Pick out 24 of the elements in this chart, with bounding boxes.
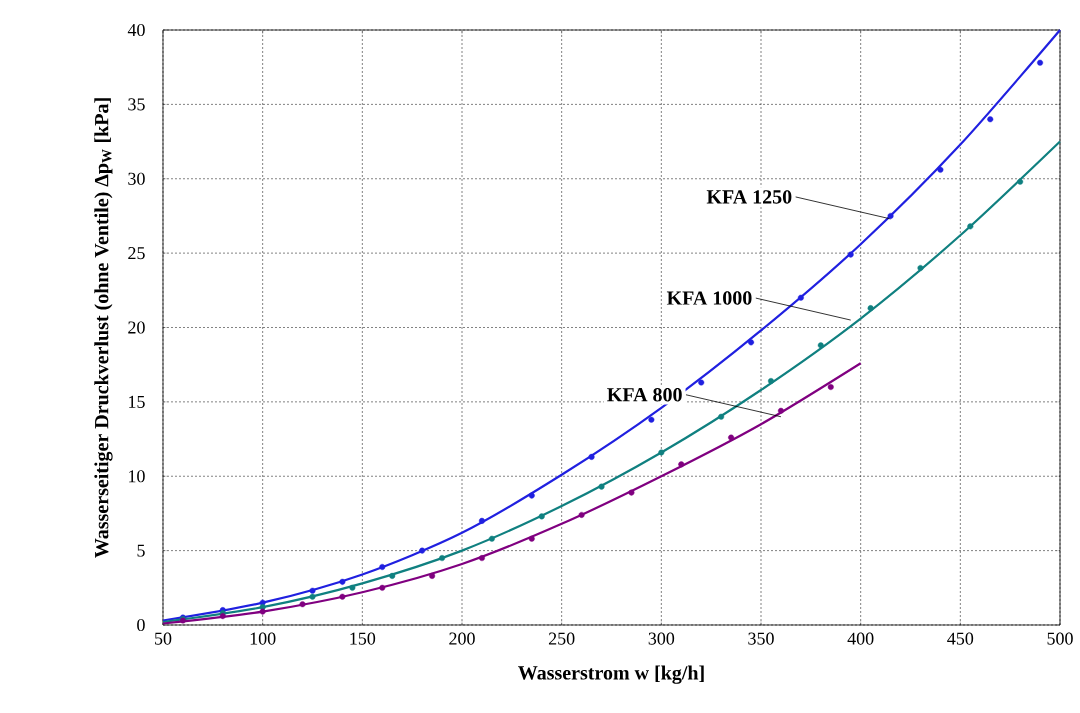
annotation: KFA 1000 [666,291,752,305]
x-tick-label: 50 [155,632,172,645]
x-tick-label: 250 [548,632,575,645]
annotation: KFA 800 [607,388,682,402]
x-tick-label: 150 [350,632,376,645]
x-tick-label: 500 [1047,632,1073,645]
y-tick-label: 30 [128,172,145,185]
y-tick-label: 15 [129,395,145,408]
x-tick-label: 450 [947,632,974,645]
x-tick-label: 100 [250,632,276,645]
x-tick-label: 400 [847,632,874,645]
y-tick-label: 0 [137,618,145,632]
y-tick-label: 25 [128,247,145,260]
y-axis-title: Wasserseitiger Druckverlust (ohne Ventile) Δp$_{W}$ [kPa] [94,98,113,558]
x-tick-label: 200 [449,632,475,645]
y-tick-label: 35 [128,98,145,111]
annotation: KFA 1250 [706,190,792,204]
x-axis-title: Wasserstrom w [kg/h] [518,665,704,684]
y-tick-label: 10 [129,470,145,483]
y-tick-label: 20 [128,321,145,334]
x-tick-label: 300 [648,632,675,645]
y-tick-label: 5 [137,544,145,557]
y-tick-label: 40 [127,23,145,37]
x-tick-label: 350 [748,632,774,645]
